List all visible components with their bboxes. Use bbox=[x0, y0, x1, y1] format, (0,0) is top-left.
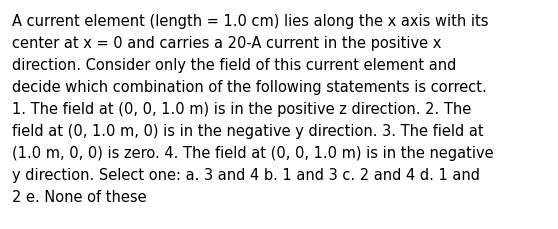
Text: 1. The field at (0, 0, 1.0 m) is in the positive z direction. 2. The: 1. The field at (0, 0, 1.0 m) is in the … bbox=[12, 101, 472, 117]
Text: y direction. Select one: a. 3 and 4 b. 1 and 3 c. 2 and 4 d. 1 and: y direction. Select one: a. 3 and 4 b. 1… bbox=[12, 167, 480, 182]
Text: (1.0 m, 0, 0) is zero. 4. The field at (0, 0, 1.0 m) is in the negative: (1.0 m, 0, 0) is zero. 4. The field at (… bbox=[12, 145, 494, 160]
Text: field at (0, 1.0 m, 0) is in the negative y direction. 3. The field at: field at (0, 1.0 m, 0) is in the negativ… bbox=[12, 123, 484, 138]
Text: direction. Consider only the field of this current element and: direction. Consider only the field of th… bbox=[12, 58, 456, 73]
Text: A current element (length = 1.0 cm) lies along the x axis with its: A current element (length = 1.0 cm) lies… bbox=[12, 14, 488, 29]
Text: decide which combination of the following statements is correct.: decide which combination of the followin… bbox=[12, 80, 487, 95]
Text: 2 e. None of these: 2 e. None of these bbox=[12, 189, 147, 204]
Text: center at x = 0 and carries a 20-A current in the positive x: center at x = 0 and carries a 20-A curre… bbox=[12, 36, 441, 51]
